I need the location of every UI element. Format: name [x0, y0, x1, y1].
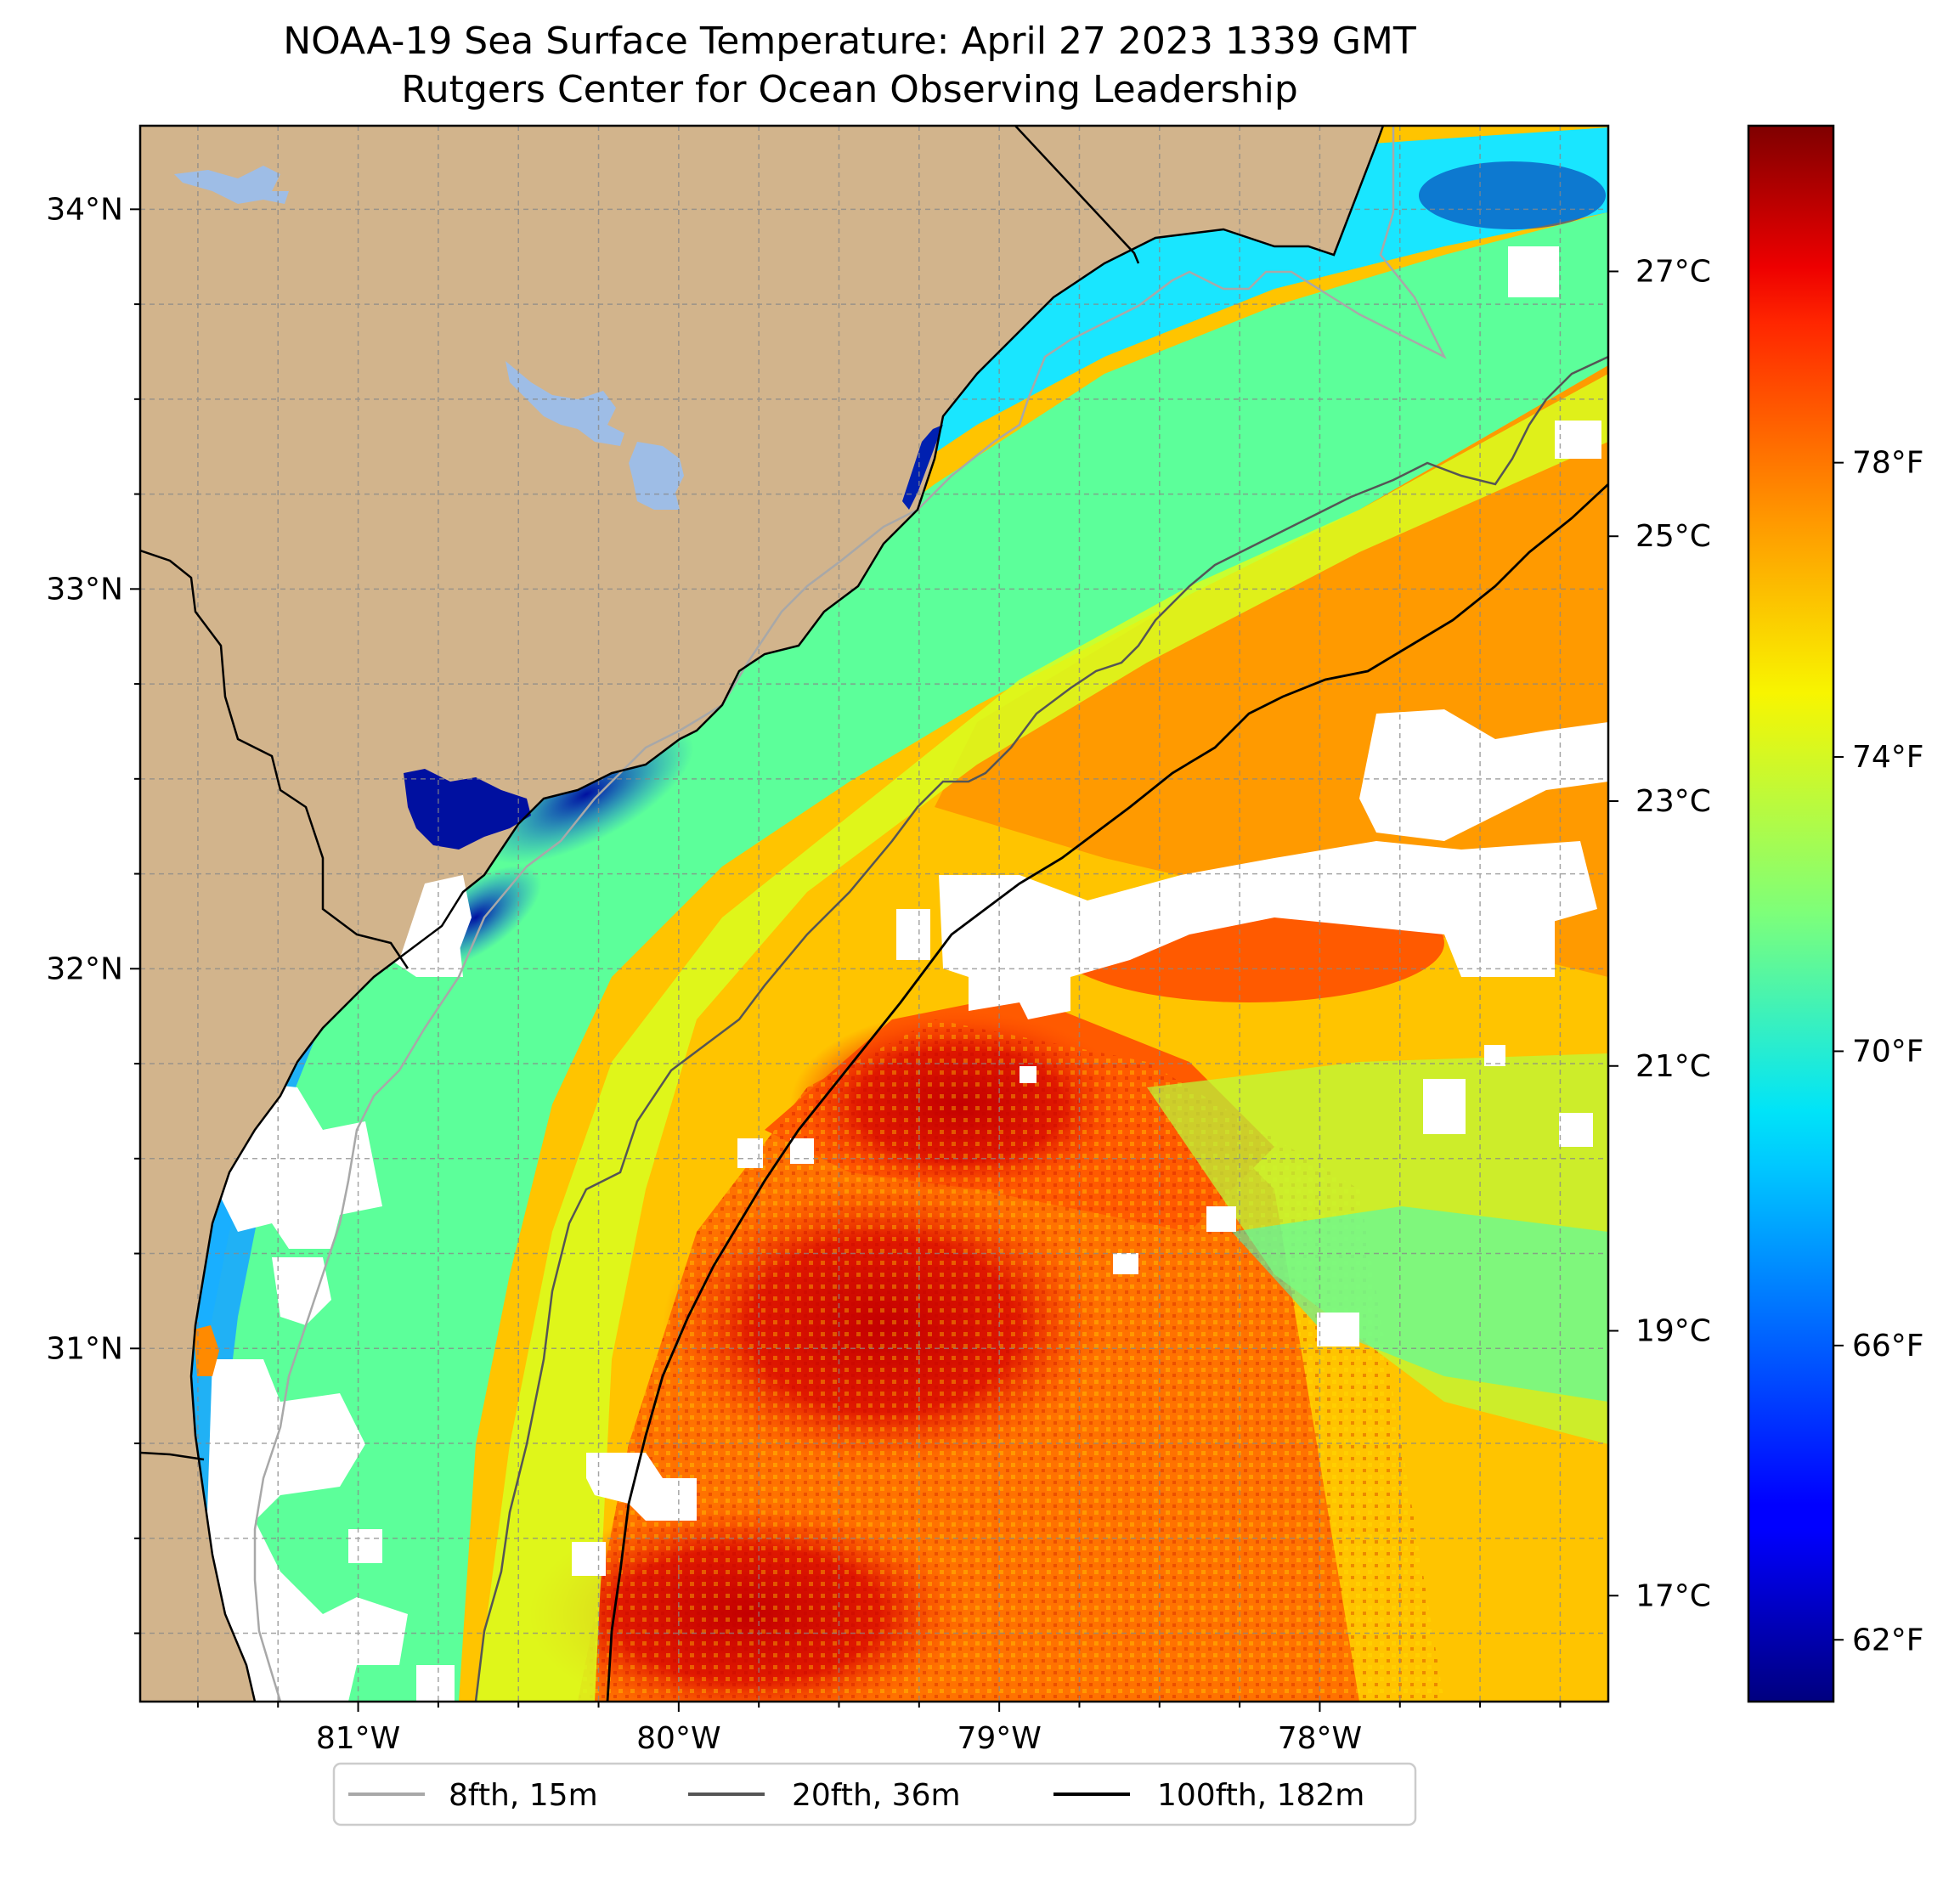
legend-label-8fth: 8fth, 15m [449, 1778, 598, 1813]
map-frame [138, 124, 1610, 1703]
fahrenheit-tick-label: 74°F [1852, 740, 1924, 775]
colorbar-fahrenheit-axis: 78°F 74°F 70°F 66°F 62°F [1833, 446, 1924, 1657]
fahrenheit-tick-label: 66°F [1852, 1329, 1924, 1363]
celsius-tick-label: 25°C [1635, 519, 1711, 554]
figure-title: NOAA-19 Sea Surface Temperature: April 2… [283, 20, 1416, 63]
colorbar-celsius-axis: 27°C 25°C 23°C 21°C 19°C 17°C [1608, 254, 1711, 1613]
lake-waccamaw [174, 166, 289, 204]
estuary-charleston [404, 769, 531, 850]
legend-label-20fth: 20fth, 36m [792, 1778, 961, 1813]
gridlines [140, 126, 1608, 1702]
sst-map [140, 126, 1608, 1702]
sst-cold-patch-3 [1419, 161, 1606, 229]
isobath-8fth [253, 126, 1447, 1702]
legend-label-100fth: 100fth, 182m [1157, 1778, 1364, 1813]
fahrenheit-tick-label: 70°F [1852, 1034, 1924, 1069]
celsius-tick-label: 23°C [1635, 784, 1711, 819]
celsius-tick-label: 27°C [1635, 254, 1711, 289]
lat-tick-label: 31°N [46, 1331, 123, 1366]
estuary-georgia [194, 1325, 219, 1376]
lake-marion [506, 361, 624, 446]
lake-moultrie [629, 442, 684, 510]
lon-tick-label: 79°W [957, 1721, 1041, 1756]
fahrenheit-tick-label: 78°F [1852, 446, 1924, 481]
lat-tick-label: 33°N [46, 572, 123, 607]
sst-east-cyan [1232, 1206, 1608, 1402]
land-mainland [140, 126, 1383, 1702]
state-border-ga-fl [140, 1451, 205, 1461]
isobath-100fth [606, 483, 1608, 1702]
fahrenheit-tick-label: 62°F [1852, 1623, 1924, 1657]
celsius-tick-label: 21°C [1635, 1049, 1711, 1084]
lat-axis: 34°N 33°N 32°N 31°N [46, 192, 140, 1634]
lon-tick-label: 78°W [1278, 1721, 1362, 1756]
lon-axis: 81°W 80°W 79°W 78°W [196, 1702, 1562, 1756]
celsius-tick-label: 17°C [1635, 1578, 1711, 1613]
lat-tick-label: 32°N [46, 951, 123, 986]
estuary-winyah [902, 425, 943, 510]
colorbar: 27°C 25°C 23°C 21°C 19°C 17°C 78°F 74°F 70°F 66°… [1608, 124, 1924, 1703]
state-border-nc-sc [1014, 126, 1140, 264]
figure-subtitle: Rutgers Center for Ocean Observing Leade… [401, 68, 1298, 111]
coastline [189, 126, 1385, 1702]
state-border-sc-ga [140, 549, 410, 969]
lat-tick-label: 34°N [46, 192, 123, 227]
lon-tick-label: 81°W [316, 1721, 400, 1756]
isobath-20fth [474, 355, 1608, 1702]
lakes [174, 166, 684, 510]
colorbar-gradient [1747, 124, 1835, 1703]
celsius-tick-label: 19°C [1635, 1314, 1711, 1349]
isobath-legend: 8fth, 15m 20fth, 36m 100fth, 182m [332, 1762, 1417, 1826]
lon-tick-label: 80°W [636, 1721, 720, 1756]
legend-box [332, 1762, 1417, 1826]
